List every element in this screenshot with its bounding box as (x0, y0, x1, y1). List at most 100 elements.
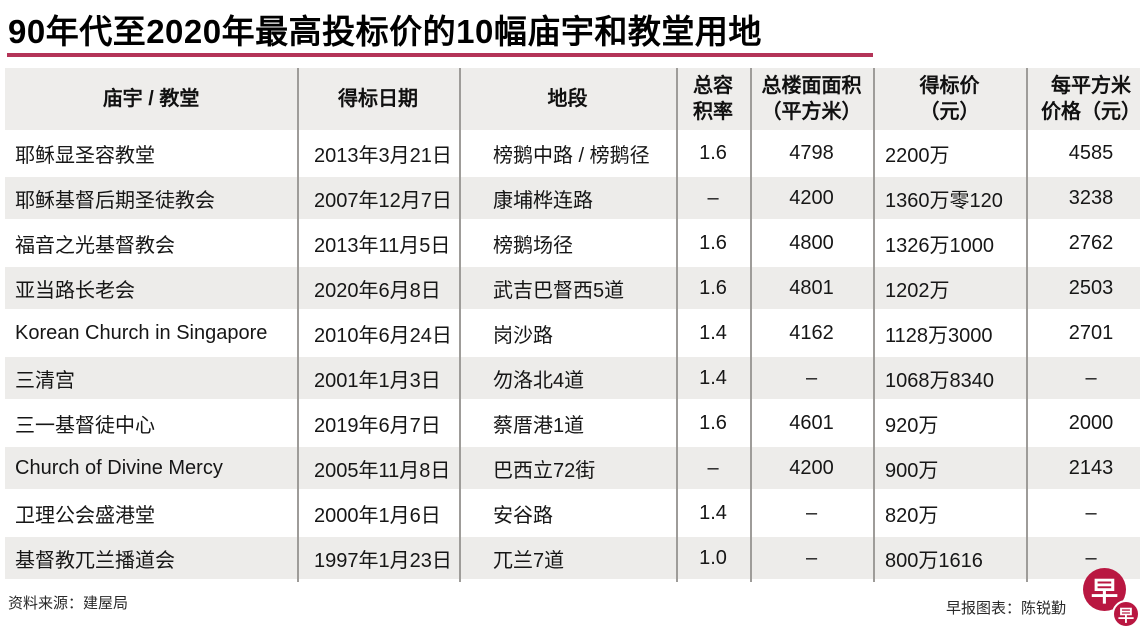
table-cell: 2503 (1068, 276, 1114, 299)
table-row: 三一基督徒中心 2019年6月7日 蔡厝港1道 1.6 4601 920万 2000 (5, 402, 1140, 447)
data-table: 庙宇 / 教堂 得标日期 地段 总容 积率 总楼面面积 （平方米） 得标价 （元… (5, 68, 1140, 582)
table-cell: 4801 (789, 276, 834, 299)
table-cell: 820万 (885, 504, 939, 527)
column-divider (676, 68, 678, 582)
table-cell: 1202万 (885, 279, 950, 302)
table-cell: 2143 (1068, 456, 1114, 479)
table-cell: 1.6 (699, 231, 727, 254)
table-cell: 三一基督徒中心 (15, 414, 155, 437)
table-cell: 康埔桦连路 (493, 189, 593, 212)
table-cell: 2000年1月6日 (314, 504, 441, 527)
table-cell: 2701 (1068, 321, 1114, 344)
table-cell: 1068万8340 (885, 369, 994, 392)
table-cell: 2020年6月8日 (314, 279, 441, 302)
column-divider (1026, 68, 1028, 582)
table-cell: 800万1616 (885, 549, 983, 572)
column-divider (873, 68, 875, 582)
table-cell: 基督教兀兰播道会 (15, 549, 175, 572)
table-cell: 巴西立72街 (493, 459, 596, 482)
credit-note: 早报图表：陈锐勤 (945, 600, 1066, 617)
table-cell: – (1085, 501, 1097, 524)
title-underline (7, 53, 873, 57)
table-cell: 900万 (885, 459, 939, 482)
table-cell: 1.4 (699, 366, 727, 389)
table-cell: 2762 (1068, 231, 1114, 254)
header-cell-floor-area: 总楼面面积 （平方米） (761, 75, 862, 123)
table-cell: 耶稣基督后期圣徒教会 (15, 189, 215, 212)
table-cell: 2200万 (885, 144, 950, 167)
table-row: 三清宫 2001年1月3日 勿洛北4道 1.4 – 1068万8340 – (5, 357, 1140, 402)
table-cell: 1128万3000 (885, 324, 993, 347)
table-cell: 耶稣显圣容教堂 (15, 144, 155, 167)
header-cell-bid-price: 得标价 （元） (919, 75, 980, 123)
table-cell: – (707, 456, 719, 479)
table-cell: 1.6 (699, 276, 727, 299)
table-cell: 2000 (1068, 411, 1114, 434)
table-row: 耶稣基督后期圣徒教会 2007年12月7日 康埔桦连路 – 4200 1360万零120 3… (5, 177, 1140, 222)
header-cell-bid-date: 得标日期 (338, 88, 418, 110)
table-cell: 2005年11月8日 (314, 459, 451, 482)
table-cell: 亚当路长老会 (15, 279, 135, 302)
table-cell: 4798 (789, 141, 834, 164)
table-cell: 1.6 (699, 411, 727, 434)
table-cell: 4200 (789, 456, 834, 479)
table-cell: 2013年11月5日 (314, 234, 451, 257)
table-cell: 2007年12月7日 (314, 189, 452, 212)
table-cell: 岗沙路 (493, 324, 553, 347)
table-cell: 安谷路 (493, 504, 553, 527)
header-cell-price-per-sqm: 每平方米 价格（元） (1041, 75, 1140, 123)
table-cell: 兀兰7道 (493, 549, 565, 572)
table-cell: 榜鹅中路 / 榜鹅径 (493, 144, 650, 167)
page-title: 90年代至2020年最高投标价的10幅庙宇和教堂用地 (8, 13, 762, 50)
table-cell: – (1085, 546, 1097, 569)
table-cell: 勿洛北4道 (493, 369, 585, 392)
table-row: 卫理公会盛港堂 2000年1月6日 安谷路 1.4 – 820万 – (5, 492, 1140, 537)
table-cell: 三清宫 (15, 369, 75, 392)
table-cell: 4162 (789, 321, 834, 344)
table-cell: – (805, 501, 818, 524)
table-row: Church of Divine Mercy 2005年11月8日 巴西立72街 – 4… (5, 447, 1140, 492)
table-cell: 1.4 (699, 321, 727, 344)
table-body: 耶稣显圣容教堂 2013年3月21日 榜鹅中路 / 榜鹅径 1.6 4798 2200万 4… (5, 132, 1140, 582)
table-cell: 2019年6月7日 (314, 414, 441, 437)
source-note: 资料来源：建屋局 (8, 595, 129, 612)
table-cell: 2013年3月21日 (314, 144, 452, 167)
table-cell: 1997年1月23日 (314, 549, 452, 572)
table-cell: – (1085, 366, 1097, 389)
table-cell: Korean Church in Singapore (15, 321, 268, 344)
table-cell: 福音之光基督教会 (15, 234, 175, 257)
table-cell: 1326万1000 (885, 234, 994, 257)
table-cell: 1360万零120 (885, 189, 1003, 212)
table-cell: 4800 (789, 231, 834, 254)
table-cell: 1.6 (699, 141, 727, 164)
table-cell: – (805, 546, 818, 569)
header-cell-plot-ratio: 总容 积率 (693, 75, 733, 123)
table-row: 亚当路长老会 2020年6月8日 武吉巴督西5道 1.6 4801 1202万 2503 (5, 267, 1140, 312)
table-row: 福音之光基督教会 2013年11月5日 榜鹅场径 1.6 4800 1326万1000 27… (5, 222, 1140, 267)
table-cell: 4585 (1068, 141, 1114, 164)
table-cell: 2001年1月3日 (314, 369, 441, 392)
column-divider (459, 68, 461, 582)
zaobao-logo-small-icon: 早 (1112, 600, 1140, 628)
table-row: 基督教兀兰播道会 1997年1月23日 兀兰7道 1.0 – 800万1616 – (5, 537, 1140, 582)
table-cell: 4200 (789, 186, 834, 209)
table-cell: 2010年6月24日 (314, 324, 452, 347)
table-header-row: 庙宇 / 教堂 得标日期 地段 总容 积率 总楼面面积 （平方米） 得标价 （元… (5, 68, 1140, 132)
table-row: 耶稣显圣容教堂 2013年3月21日 榜鹅中路 / 榜鹅径 1.6 4798 2200万 4… (5, 132, 1140, 177)
zaobao-logo-icon: 早 (1083, 568, 1126, 611)
table-cell: 榜鹅场径 (493, 234, 573, 257)
table-cell: 蔡厝港1道 (493, 414, 585, 437)
table-cell: – (805, 366, 818, 389)
table-cell: 4601 (789, 411, 834, 434)
table-cell: 3238 (1068, 186, 1114, 209)
column-divider (297, 68, 299, 582)
table-cell: 920万 (885, 414, 939, 437)
column-divider (750, 68, 752, 582)
table-cell: Church of Divine Mercy (15, 456, 223, 479)
table-row: Korean Church in Singapore 2010年6月24日 岗沙路 1… (5, 312, 1140, 357)
table-cell: 卫理公会盛港堂 (15, 504, 155, 527)
table-cell: 1.0 (699, 546, 727, 569)
header-cell-temple-church: 庙宇 / 教堂 (102, 88, 200, 110)
table-cell: 武吉巴督西5道 (493, 279, 625, 302)
